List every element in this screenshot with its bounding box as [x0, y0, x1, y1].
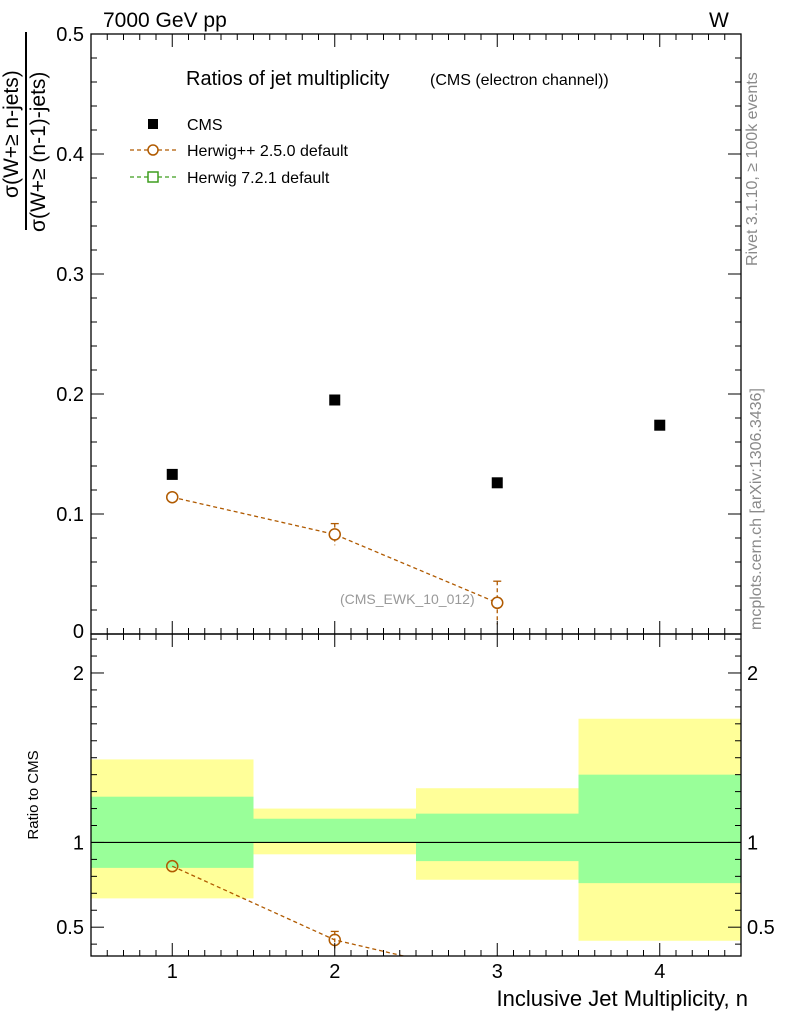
legend-cms-marker: [148, 119, 158, 129]
legend-herwig72-marker: [147, 171, 159, 183]
legend-herwig25-marker: [147, 144, 159, 156]
main-ylabel-fraction-bar: [25, 32, 27, 230]
ratio-ytick-label-right-0: 0.5: [747, 917, 775, 939]
band-inner-bin-1: [91, 796, 254, 868]
herwig25-point-1: [166, 490, 179, 504]
xtick-label-1: 1: [167, 961, 178, 983]
header-left: 7000 GeV pp: [103, 9, 227, 32]
axes: [90, 33, 742, 957]
main-ytick-label-0: 0: [73, 621, 84, 643]
herwig25-point-3: [491, 596, 504, 610]
ratio-bands: [91, 718, 741, 941]
ratio-ytick-label-right-2: 2: [747, 663, 758, 685]
cms-point-4: [654, 419, 666, 431]
main-ytick-label-4: 0.4: [56, 144, 84, 166]
herwig25-point-2: [328, 528, 341, 541]
chart-subtitle: (CMS (electron channel)): [430, 72, 609, 89]
ratio-y-axis-label: Ratio to CMS: [25, 750, 42, 839]
legend-label-1: CMS: [187, 117, 223, 134]
ratio-herwig25-point-1: [166, 859, 179, 873]
xtick-label-4: 4: [654, 961, 665, 983]
ratio-ytick-label-right-1: 1: [747, 832, 758, 854]
ratio-ytick-label-left-1: 1: [73, 832, 84, 854]
legend-label-2: Herwig++ 2.5.0 default: [187, 143, 349, 160]
herwig25-line: [172, 496, 498, 604]
band-inner-bin-3: [416, 813, 579, 862]
main-ytick-label-1: 0.1: [56, 504, 84, 526]
main-series: [166, 394, 666, 625]
cms-point-2: [329, 394, 341, 406]
ratio-series: [166, 859, 407, 956]
chart-title: Ratios of jet multiplicity: [186, 68, 389, 90]
main-ytick-label-3: 0.3: [56, 264, 84, 286]
xtick-label-3: 3: [492, 961, 503, 983]
x-axis-label: Inclusive Jet Multiplicity, n: [497, 986, 748, 1011]
xtick-label-2: 2: [329, 961, 340, 983]
chart-labels: (CMS_EWK_10_012) 0 0.1 0.2 0.3 0.4 0.5 0.5 0.5 1 1…: [25, 24, 775, 1011]
legend-label-3: Herwig 7.2.1 default: [187, 170, 330, 187]
ratio-ytick-label-left-0: 0.5: [56, 917, 84, 939]
band-inner-bin-2: [253, 818, 416, 843]
cms-point-1: [166, 468, 178, 480]
main-ytick-label-2: 0.2: [56, 384, 84, 406]
band-inner-bin-4: [578, 774, 741, 884]
main-ytick-label-5: 0.5: [56, 24, 84, 46]
legend: CMS Herwig++ 2.5.0 default Herwig 7.2.1 de…: [130, 117, 349, 187]
analysis-watermark: (CMS_EWK_10_012): [340, 591, 475, 607]
header-right: W: [709, 9, 729, 32]
cms-point-3: [491, 477, 503, 489]
ratio-ytick-label-left-2: 2: [73, 663, 84, 685]
